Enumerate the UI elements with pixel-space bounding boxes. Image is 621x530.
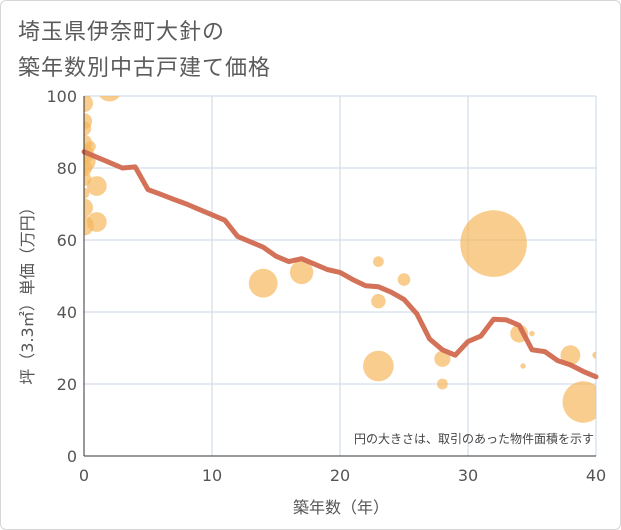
axes [83, 96, 596, 457]
x-tick-label: 20 [330, 466, 350, 485]
bubble-point [289, 260, 314, 285]
chart-title-line2: 築年数別中古戸建て価格 [18, 56, 272, 81]
bubble-point [99, 96, 120, 102]
bubble-series [84, 96, 596, 423]
y-tick-label: 20 [57, 375, 77, 394]
bubble-point [248, 268, 278, 298]
y-tick-label: 100 [46, 87, 77, 106]
bubble-point [592, 351, 596, 359]
bubble-point [86, 176, 107, 196]
bubble-point [434, 350, 451, 367]
bubble-point [529, 330, 535, 337]
bubble-point [371, 294, 386, 309]
trend-series [81, 149, 599, 380]
x-axis-label: 築年数（年） [293, 498, 389, 517]
bubble-point [84, 121, 92, 136]
y-tick-label: 80 [57, 159, 77, 178]
y-tick-label: 0 [67, 447, 77, 466]
bubble-point [84, 198, 93, 217]
y-tick-label: 60 [57, 231, 77, 250]
bubble-point [437, 378, 448, 390]
bubble-point [373, 256, 384, 267]
bubble-point [397, 273, 411, 286]
bubble-point [460, 210, 527, 277]
bubble-point [562, 381, 596, 423]
x-tick-label: 10 [202, 466, 222, 485]
bubble-size-note: 円の大きさは、取引のあった物件面積を示す [354, 431, 594, 446]
y-tick-label: 40 [57, 303, 77, 322]
chart-title: 埼玉県伊奈町大針の 築年数別中古戸建て価格 [18, 15, 271, 87]
y-axis-label: 坪（3.3㎡）単価（万円） [18, 199, 37, 384]
x-tick-label: 30 [458, 466, 478, 485]
bubble-point [520, 363, 526, 369]
grid-lines [83, 95, 597, 457]
x-tick-label: 40 [586, 466, 606, 485]
bubble-point [560, 345, 581, 366]
bubble-point [86, 212, 107, 232]
x-tick-label: 0 [79, 466, 89, 485]
trend-line [81, 149, 599, 380]
tick-labels: 0 10 20 30 40 0 20 40 60 80 100 [46, 87, 606, 485]
bubble-point [84, 96, 93, 113]
bubble-point [363, 350, 394, 382]
bubble-point [85, 141, 96, 152]
chart-title-line1: 埼玉県伊奈町大針の [18, 20, 226, 45]
